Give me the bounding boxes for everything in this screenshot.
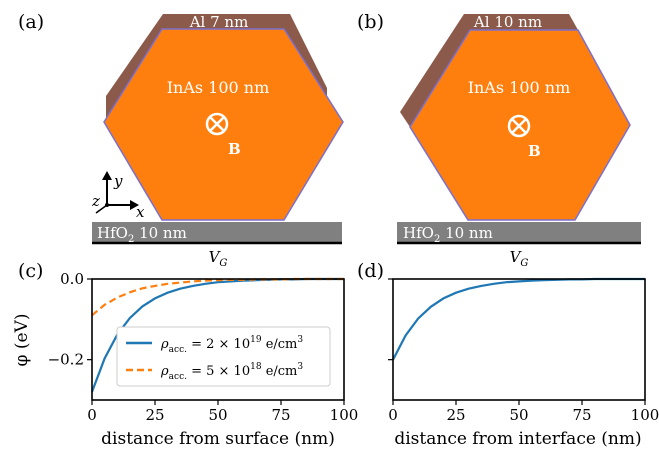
chart-d-series-1-line [392, 277, 645, 361]
inas-label-b: InAs 100 nm [468, 78, 571, 97]
hfo2-layer-a [92, 222, 342, 242]
x-axis-label-d: distance from interface (nm) [394, 429, 641, 449]
circled-cross-icon [507, 114, 531, 138]
hfo2-label-a: HfO2 10 nm [97, 224, 187, 245]
panel-b: (b) Al 10 nm InAs 100 nm B HfO2 10 nm VG [357, 11, 641, 269]
chart-d-x-tick-label: 75 [572, 406, 591, 424]
plot-area-d: 0 25 50 75 100 [388, 277, 659, 424]
panel-d-label: (d) [357, 260, 384, 282]
legend-entry-series-1: ρacc. = 2 × 1019 e/cm3 [160, 335, 303, 355]
chart-c-x-tick-label: 0 [87, 406, 97, 424]
chart-d-x-tick-label: 0 [388, 406, 398, 424]
legend-box [116, 326, 331, 387]
chart-c-x-tick-label: 25 [145, 406, 164, 424]
panel-b-label: (b) [357, 11, 384, 33]
chart-d-x-tick-label: 100 [631, 406, 659, 424]
chart-c-y-tick-label: 0.0 [60, 270, 84, 288]
chart-d: (d) 0 25 50 75 100 distance from interface (… [357, 260, 659, 449]
x-axis-label-c: distance from surface (nm) [101, 429, 335, 449]
chart-c-x-tick-label: 75 [271, 406, 290, 424]
chart-c-x-tick-label: 50 [208, 406, 227, 424]
al-label-b: Al 10 nm [473, 13, 542, 31]
inas-label-a: InAs 100 nm [167, 78, 270, 97]
panel-a-label: (a) [18, 11, 44, 33]
hfo2-layer-b [397, 222, 641, 242]
legend-entry-series-2: ρacc. = 5 × 1018 e/cm3 [160, 362, 303, 382]
circled-cross-icon [205, 112, 229, 136]
chart-c-x-tick-label: 100 [330, 406, 359, 424]
axis-x-label-a: x [136, 203, 145, 221]
panel-a: (a) Al 7 nm InAs 100 nm B y x z HfO2 10 … [18, 11, 344, 269]
chart-d-x-tick-label: 25 [446, 406, 465, 424]
gate-label-b: VG [510, 248, 529, 269]
chart-c-y-tick-label: −0.2 [48, 351, 84, 369]
chart-c: (c) φ (eV) 0 25 50 75 100 0.0 −0.2 distance fr… [12, 260, 358, 449]
b-field-label-b: B [528, 142, 541, 160]
axes-triad-icon [95, 171, 139, 214]
chart-d-x-tick-label: 50 [509, 406, 528, 424]
hfo2-label-b: HfO2 10 nm [403, 224, 493, 245]
gate-label-a: VG [209, 248, 228, 269]
chart-d-axes-frame [392, 278, 646, 401]
panel-c-label: (c) [18, 260, 43, 282]
al-label-a: Al 7 nm [189, 13, 249, 31]
inas-hexagon-a [103, 28, 344, 221]
b-field-label-a: B [228, 140, 241, 158]
axis-y-label-a: y [113, 172, 123, 190]
axis-z-label-a: z [91, 192, 100, 210]
chart-c-series-2-line [91, 277, 344, 317]
legend-c: ρacc. = 2 × 1019 e/cm3 ρacc. = 5 × 1018 … [116, 326, 331, 387]
plot-area-c: 0 25 50 75 100 0.0 −0.2 [48, 270, 359, 424]
y-axis-label-c: φ (eV) [12, 314, 32, 367]
al-shell-b [400, 14, 578, 127]
